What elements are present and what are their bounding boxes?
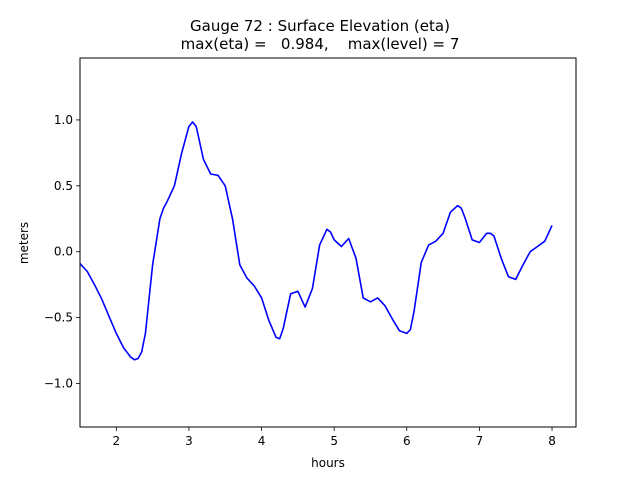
y-tick-label: 1.0 [54, 113, 73, 127]
y-axis: −1.0 −0.5 0.0 0.5 1.0 [44, 113, 80, 391]
x-tick-label: 6 [403, 434, 411, 448]
x-tick-label: 2 [112, 434, 120, 448]
x-tick-label: 5 [330, 434, 338, 448]
x-axis-label: hours [311, 456, 345, 470]
y-tick-label: 0.0 [54, 245, 73, 259]
y-tick-label: −1.0 [44, 377, 73, 391]
series-layer [79, 121, 553, 361]
chart-title: Gauge 72 : Surface Elevation (eta) [190, 17, 450, 35]
x-tick-label: 3 [185, 434, 193, 448]
y-tick-label: 0.5 [54, 179, 73, 193]
x-tick-label: 8 [548, 434, 556, 448]
x-tick-label: 7 [476, 434, 484, 448]
x-axis: 2 3 4 5 6 7 8 [112, 427, 556, 448]
x-tick-label: 4 [258, 434, 266, 448]
plot-area [80, 58, 576, 427]
y-axis-label: meters [17, 222, 31, 264]
y-tick-label: −0.5 [44, 311, 73, 325]
chart-subtitle: max(eta) = 0.984, max(level) = 7 [180, 35, 460, 53]
series-line-0 [79, 121, 553, 361]
plot-frame [79, 57, 577, 428]
